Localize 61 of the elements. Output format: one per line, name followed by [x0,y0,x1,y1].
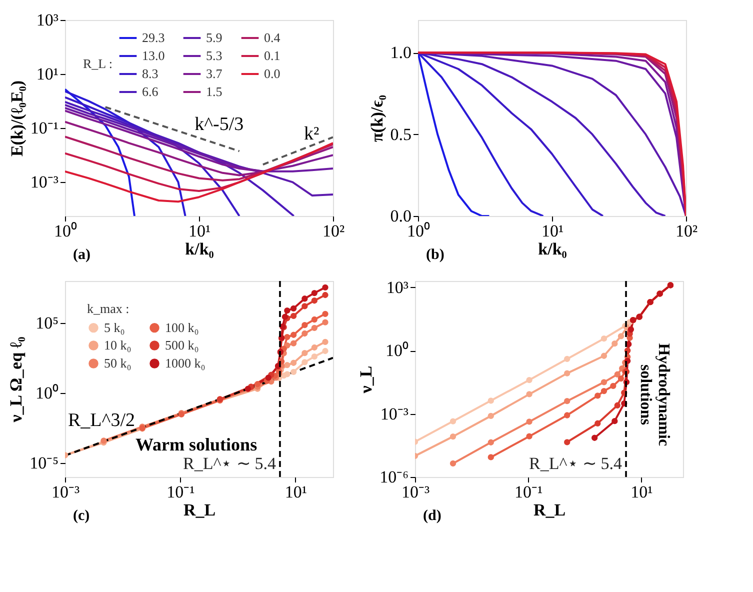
annotation: R_L^3/2 [68,410,135,432]
x-tick-label: 10¹ [541,222,564,240]
legend-label: 500 k₀ [165,338,199,352]
text: (d) [423,508,442,524]
legend-label: 8.3 [142,66,158,81]
x-tick-label: 10⁻³ [51,482,80,502]
annotation: k^-5/3 [194,114,244,135]
text: (b) [426,247,444,263]
legend-title: k_max : [87,301,130,316]
x-tick-label: 10⁻¹ [166,482,195,502]
y-tick-label: 1.0 [390,43,412,62]
legend-label: 5 k₀ [104,320,125,335]
x-axis-title: k/k₀ [538,240,567,258]
x-tick-label: 10¹ [284,482,307,502]
y-tick-label: 0.5 [390,124,412,144]
legend-label: 0.4 [264,30,281,45]
legend-label: 3.7 [206,66,223,81]
annotation: Warm solutions [136,434,258,455]
legend-label: 5.9 [206,30,222,45]
ref-line-label: R_L^⋆ ∼ 5.4 [183,454,276,473]
text: (c) [73,508,90,524]
y-tick-label: 10⁰ [386,341,408,360]
legend-label: 29.3 [142,30,165,45]
legend-label: 0.1 [264,48,280,63]
x-tick-label: 10² [322,222,345,240]
y-tick-label: 10⁻⁶ [380,468,409,486]
x-axis-title: R_L [533,500,566,520]
y-tick-label: 10¹ [36,64,58,84]
legend-label: 1000 k₀ [165,356,206,370]
legend-label: 0.0 [264,66,280,81]
legend-label: 10 k₀ [104,338,132,352]
ref-line-label: R_L^⋆ ∼ 5.4 [529,454,623,473]
legend-label: 13.0 [142,48,165,63]
annotation: Hydrodynamic solutions [637,343,672,446]
x-tick-label: 10¹ [630,482,653,502]
x-tick-label: 10⁰ [54,222,77,240]
legend-title: R_L : [83,56,112,71]
y-axis-title: π(k)/ϵ₀ [367,94,386,142]
x-axis-title: R_L [183,500,216,520]
y-tick-label: 10⁵ [36,314,59,332]
y-axis-title: ν_L [356,366,376,394]
legend-label: 6.6 [142,84,159,99]
text: (a) [73,247,90,263]
y-tick-label: 10⁰ [36,384,58,402]
y-tick-label: 10⁻³ [30,172,58,192]
x-tick-label: 10⁻¹ [514,482,543,502]
legend-label: 50 k₀ [104,356,132,370]
x-tick-label: 10¹ [188,222,211,240]
y-tick-label: 10³ [386,278,408,297]
y-tick-label: 10⁻⁵ [30,454,59,472]
legend-label: 100 k₀ [165,320,199,335]
y-axis-title: E(k)/(ℓ₀E₀) [7,80,26,157]
y-tick-label: 10⁻¹ [30,118,58,138]
y-tick-label: 10⁻³ [380,404,408,424]
y-tick-label: 10³ [36,10,58,30]
annotation: k² [304,124,320,145]
x-tick-label: 10² [675,222,698,240]
x-axis-title: k/k₀ [185,240,214,258]
legend-label: 1.5 [206,84,222,99]
legend-label: 5.3 [206,48,222,63]
y-axis-title: ν_L Ω_eq ℓ₀ [6,336,26,424]
